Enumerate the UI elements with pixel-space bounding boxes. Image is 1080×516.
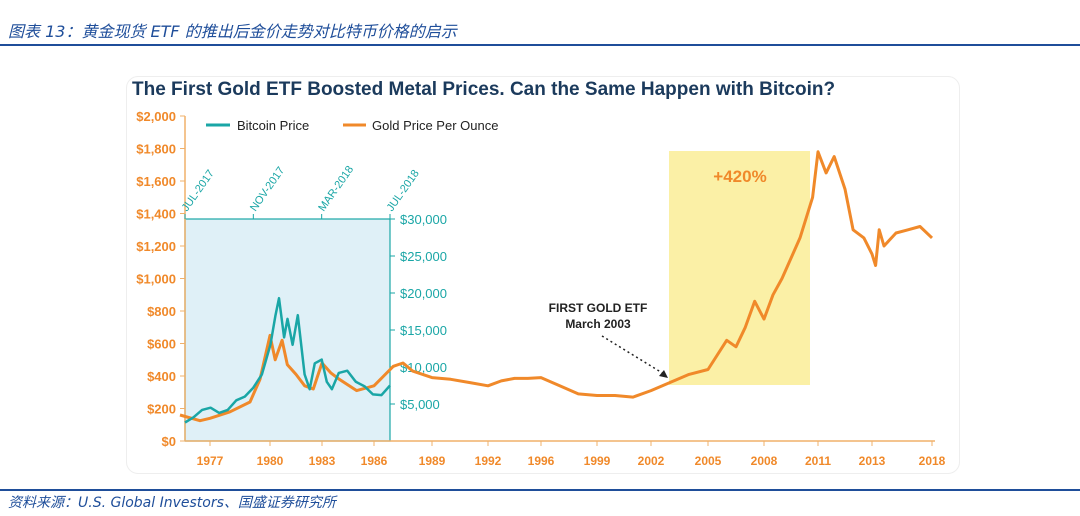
left-tick-label: $0 — [162, 434, 176, 449]
bottom-tick-label: 2008 — [751, 454, 778, 468]
bottom-tick-label: 2018 — [919, 454, 946, 468]
top-tick-label: MAR-2018 — [316, 164, 356, 214]
etf-arrowhead — [659, 370, 668, 378]
bottom-tick-label: 1980 — [257, 454, 284, 468]
left-tick-label: $400 — [147, 369, 176, 384]
bottom-tick-label: 1992 — [475, 454, 502, 468]
left-tick-label: $200 — [147, 402, 176, 417]
left-tick-label: $1,600 — [136, 174, 176, 189]
bottom-tick-label: 1986 — [361, 454, 388, 468]
left-tick-label: $1,200 — [136, 239, 176, 254]
left-tick-label: $800 — [147, 304, 176, 319]
legend: Bitcoin Price Gold Price Per Ounce — [206, 118, 498, 133]
etf-annotation-line2: March 2003 — [565, 317, 631, 331]
top-tick-label: NOV-2017 — [248, 165, 287, 214]
bottom-tick-label: 2005 — [695, 454, 722, 468]
right-tick-label: $5,000 — [400, 397, 440, 412]
right-tick-label: $30,000 — [400, 212, 447, 227]
left-tick-label: $600 — [147, 337, 176, 352]
right-tick-label: $20,000 — [400, 286, 447, 301]
etf-arrow — [601, 335, 665, 375]
highlight-region — [669, 151, 810, 385]
bottom-tick-label: 1999 — [584, 454, 611, 468]
bitcoin-panel — [184, 218, 391, 442]
right-tick-label: $25,000 — [400, 249, 447, 264]
left-tick-label: $2,000 — [136, 109, 176, 124]
left-tick-label: $1,400 — [136, 207, 176, 222]
etf-annotation-line1: FIRST GOLD ETF — [549, 301, 648, 315]
bottom-tick-label: 1989 — [419, 454, 446, 468]
bottom-tick-label: 2013 — [859, 454, 886, 468]
bottom-tick-label: 1983 — [309, 454, 336, 468]
figure-caption: 图表 13：黄金现货 ETF 的推出后金价走势对比特币价格的启示 — [8, 22, 457, 41]
chart-title: The First Gold ETF Boosted Metal Prices.… — [132, 79, 835, 100]
bottom-tick-label: 2011 — [805, 454, 831, 468]
right-tick-label: $15,000 — [400, 323, 447, 338]
legend-gold-label: Gold Price Per Ounce — [372, 118, 498, 133]
caption-divider — [0, 44, 1080, 46]
bitcoin-price-line — [184, 296, 391, 424]
bottom-tick-label: 2002 — [638, 454, 665, 468]
left-tick-label: $1,800 — [136, 142, 176, 157]
bottom-tick-label: 1977 — [197, 454, 224, 468]
left-tick-label: $1,000 — [136, 272, 176, 287]
gain-annotation: +420% — [713, 167, 766, 186]
legend-bitcoin-label: Bitcoin Price — [237, 118, 309, 133]
source-divider — [0, 489, 1080, 491]
top-tick-label: JUL-2018 — [385, 168, 422, 214]
gold-price-line — [179, 150, 934, 423]
bottom-tick-label: 1996 — [528, 454, 555, 468]
source-note: 资料来源：U.S. Global Investors、国盛证券研究所 — [8, 495, 336, 511]
